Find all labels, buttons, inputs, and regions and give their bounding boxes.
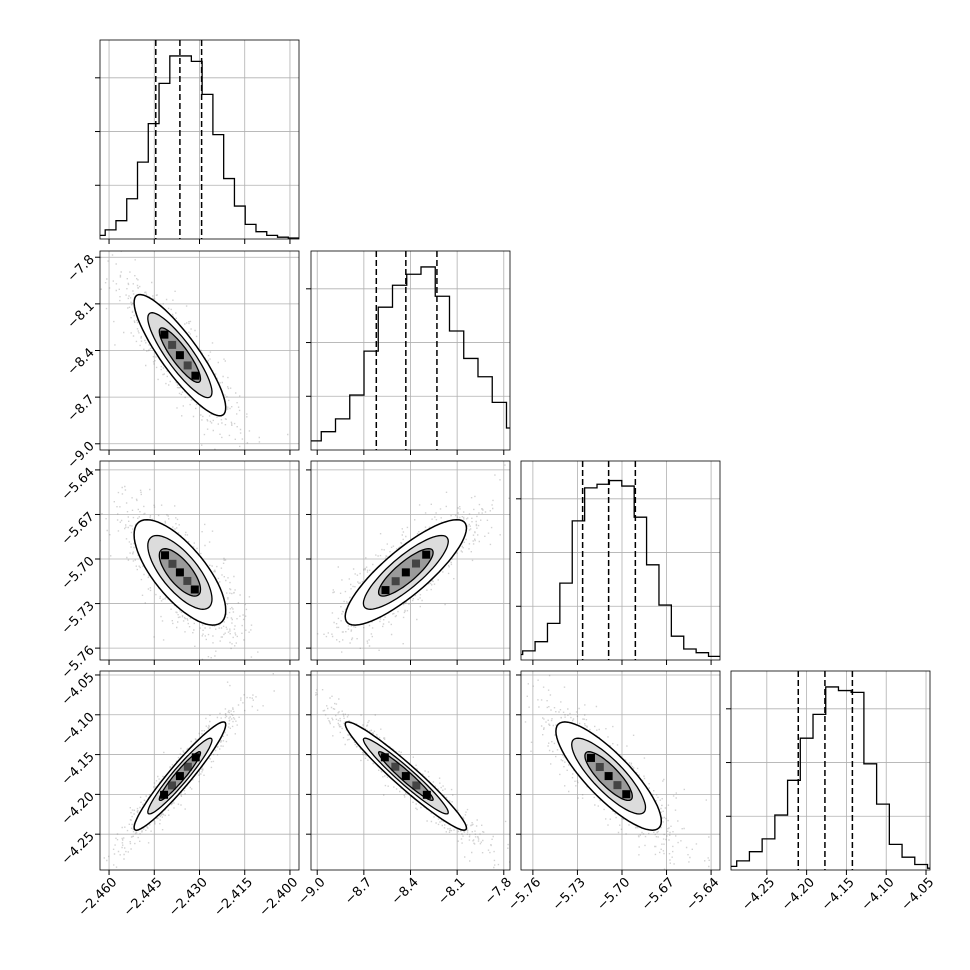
contour-line [147, 737, 213, 815]
density-peak [401, 568, 410, 577]
y-tick-label: −7.8 [65, 252, 98, 285]
x-tick-label: −5.73 [550, 875, 589, 914]
scatter-panel-1-0 [100, 251, 299, 450]
contour-line [362, 534, 449, 610]
hist-panel-3 [731, 671, 930, 870]
density-peak [412, 781, 421, 790]
hist-panel-1 [311, 251, 510, 450]
density-peak [160, 790, 169, 799]
contour-line [584, 751, 633, 802]
contour-line [377, 548, 434, 597]
contour-line [147, 534, 213, 610]
x-tick-label: −2.445 [121, 875, 166, 920]
y-tick-label: −5.73 [59, 599, 98, 638]
contour-line [571, 737, 647, 815]
panel-frame [520, 670, 721, 871]
density-peak [595, 763, 604, 772]
y-tick-label: −5.64 [59, 465, 98, 504]
contour-line [133, 293, 227, 417]
y-tick-label: −8.1 [65, 299, 98, 332]
density-peak [175, 568, 184, 577]
x-tick-label: −4.25 [739, 875, 778, 914]
x-tick-label: −9.0 [296, 875, 329, 908]
panel-frame [730, 670, 931, 871]
histogram-step [731, 686, 930, 870]
density-peak [586, 753, 595, 762]
contour-line [158, 548, 202, 597]
density-peak [422, 790, 431, 799]
density-peak [391, 577, 400, 586]
x-tick-label: −5.67 [639, 875, 678, 914]
contour-line [158, 327, 202, 384]
x-tick-label: −4.05 [899, 875, 938, 914]
contour-line [377, 751, 434, 802]
x-tick-label: −5.64 [684, 875, 723, 914]
density-peak [160, 330, 169, 339]
density-peak [422, 550, 431, 559]
scatter-panel-2-0 [100, 461, 299, 660]
density-peak [175, 351, 184, 360]
hist-panel-2 [521, 461, 720, 660]
y-tick-label: −4.25 [59, 829, 98, 868]
x-tick-label: −8.1 [436, 875, 469, 908]
x-tick-label: −8.7 [342, 875, 375, 908]
density-peak [613, 781, 622, 790]
histogram-step [521, 479, 720, 660]
density-peak [175, 772, 184, 781]
y-tick-label: −4.10 [59, 710, 98, 749]
contour-line [362, 737, 449, 815]
density-peak [412, 559, 421, 568]
density-peak [183, 576, 192, 585]
contour-line [133, 721, 227, 831]
x-tick-label: −5.70 [595, 875, 634, 914]
density-peak [161, 551, 170, 560]
density-peak [622, 790, 631, 799]
histogram-step [100, 55, 299, 239]
density-peak [191, 753, 200, 762]
density-peak [183, 361, 192, 370]
scatter-panel-3-2 [521, 671, 720, 870]
x-tick-label: −2.415 [211, 875, 256, 920]
contour-line [133, 518, 227, 626]
x-tick-label: −2.460 [76, 875, 121, 920]
scatter-panel-3-0 [100, 671, 299, 870]
density-peak [401, 772, 410, 781]
contour-line [344, 518, 468, 626]
scatter-panel-3-1 [311, 671, 510, 870]
histogram-step [311, 266, 510, 450]
x-tick-label: −8.4 [389, 875, 422, 908]
scatter-panel-2-1 [311, 461, 510, 660]
y-tick-label: −8.7 [65, 392, 98, 425]
y-tick-label: −5.70 [59, 554, 98, 593]
density-peak [167, 781, 176, 790]
contour-line [555, 721, 663, 831]
density-peak [381, 586, 390, 595]
density-peak [191, 371, 200, 380]
y-tick-label: −4.15 [59, 750, 98, 789]
hist-panel-0 [100, 40, 299, 239]
y-tick-label: −8.4 [65, 346, 98, 379]
y-tick-label: −5.67 [59, 510, 98, 549]
x-tick-label: −2.430 [166, 875, 211, 920]
contour-line [344, 721, 468, 831]
x-tick-label: −4.10 [859, 875, 898, 914]
panel-frame [520, 460, 721, 661]
density-peak [183, 762, 192, 771]
density-peak [190, 585, 199, 594]
y-tick-label: −9.0 [65, 439, 98, 472]
x-tick-label: −4.15 [819, 875, 858, 914]
contour-line [147, 312, 213, 399]
density-peak [168, 559, 177, 568]
y-tick-label: −4.20 [59, 789, 98, 828]
contour-line [158, 751, 202, 802]
density-peak [604, 772, 613, 781]
density-peak [391, 762, 400, 771]
density-peak [168, 340, 177, 349]
density-peak [380, 753, 389, 762]
x-tick-label: −4.20 [779, 875, 818, 914]
x-tick-label: −5.76 [505, 875, 544, 914]
